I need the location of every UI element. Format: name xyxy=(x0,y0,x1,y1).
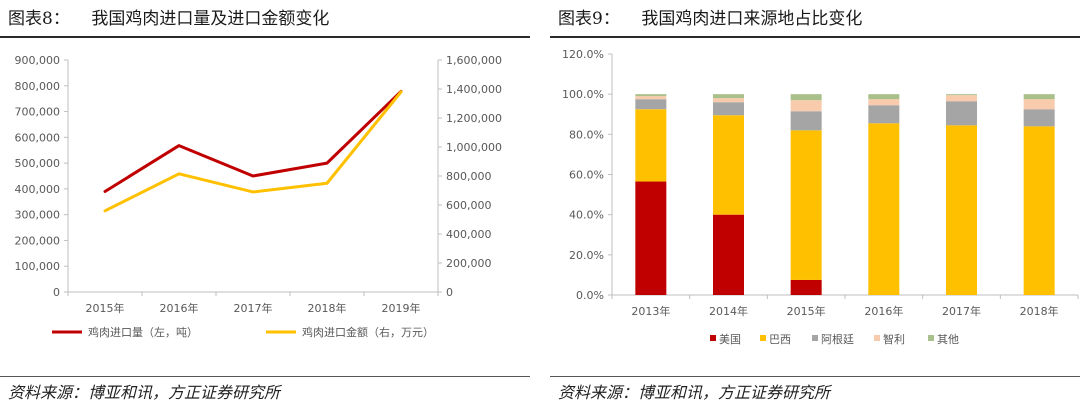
legend-swatch-1 xyxy=(710,335,716,341)
x-tick-label: 2013年 xyxy=(631,304,670,318)
y-left-tick-label: 700,000 xyxy=(15,106,61,119)
title-divider xyxy=(0,36,530,38)
y-tick-label: 0.0% xyxy=(576,289,604,302)
y-left-tick-label: 400,000 xyxy=(15,183,61,196)
bar-segment-5 xyxy=(635,94,667,97)
y-left-tick-label: 200,000 xyxy=(15,234,61,247)
figure-title: 图表9： 我国鸡肉进口来源地占比变化 xyxy=(558,9,863,29)
bar-segment-4 xyxy=(1023,99,1055,110)
x-tick-label: 2019年 xyxy=(382,301,421,315)
source-divider xyxy=(0,376,530,377)
x-tick-label: 2015年 xyxy=(787,304,826,318)
y-right-tick-label: 1,000,000 xyxy=(446,141,502,154)
y-right-tick-label: 400,000 xyxy=(446,228,492,241)
bar-segment-1 xyxy=(713,214,744,295)
legend-label-1: 美国 xyxy=(719,333,741,346)
legend-label-4: 智利 xyxy=(883,332,905,346)
bar-segment-4 xyxy=(868,99,900,106)
y-left-tick-label: 600,000 xyxy=(15,131,61,144)
bar-segment-5 xyxy=(713,94,744,99)
y-tick-label: 20.0% xyxy=(569,249,604,262)
bar-segment-2 xyxy=(946,125,977,295)
stacked-bar-chart: 0.0% 20.0% 40.0% 60.0% 80.0% 100.0% 120.0% 2013… xyxy=(562,48,1079,346)
y-left-tick-label: 300,000 xyxy=(15,209,61,222)
bar-segment-1 xyxy=(635,181,667,295)
bar-segment-3 xyxy=(946,101,977,126)
y-left-tick-label: 0 xyxy=(53,286,60,299)
bar-segment-4 xyxy=(713,98,744,103)
y-right-tick-label: 1,600,000 xyxy=(446,54,502,67)
chart-panel-import-volume: 图表8： 我国鸡肉进口量及进口金额变化 0 100,000 200,000 300,0… xyxy=(0,0,530,412)
y-left-tick-label: 100,000 xyxy=(15,260,61,273)
bar-segment-4 xyxy=(946,95,977,102)
bar-segment-1 xyxy=(790,279,822,295)
x-tick-label: 2015年 xyxy=(86,301,125,315)
legend-swatch-2 xyxy=(760,335,766,341)
x-tick-label: 2017年 xyxy=(942,304,981,318)
title-divider xyxy=(550,36,1080,38)
bar-segment-5 xyxy=(790,94,822,101)
x-tick-label: 2018年 xyxy=(308,301,347,315)
legend-label-5: 其他 xyxy=(937,333,959,346)
bar-segment-4 xyxy=(635,96,667,100)
bar-segment-2 xyxy=(868,123,900,295)
bar-segment-5 xyxy=(946,94,977,96)
legend-label-1: 鸡肉进口量（左，吨） xyxy=(88,325,198,339)
bar-segment-3 xyxy=(1023,109,1055,127)
x-tick-label: 2017年 xyxy=(234,301,273,315)
y-left-tick-label: 900,000 xyxy=(15,54,61,67)
figure-title: 图表8： 我国鸡肉进口量及进口金额变化 xyxy=(8,9,330,29)
y-right-tick-label: 600,000 xyxy=(446,199,492,212)
y-tick-label: 60.0% xyxy=(569,169,604,182)
y-right-tick-label: 200,000 xyxy=(446,257,492,270)
legend-label-2: 鸡肉进口金额（右，万元） xyxy=(302,325,434,339)
y-right-tick-label: 0 xyxy=(446,286,453,299)
y-left-tick-label: 500,000 xyxy=(15,157,61,170)
source-note: 资料来源：博亚和讯，方正证券研究所 xyxy=(8,383,281,402)
bar-segment-2 xyxy=(1023,126,1055,295)
y-right-tick-label: 1,200,000 xyxy=(446,112,502,125)
y-tick-label: 100.0% xyxy=(562,88,604,101)
x-tick-label: 2014年 xyxy=(709,304,748,318)
x-tick-label: 2016年 xyxy=(160,301,199,315)
bar-segment-3 xyxy=(868,105,900,124)
bar-segment-5 xyxy=(1023,94,1055,100)
x-tick-label: 2016年 xyxy=(864,304,903,318)
legend-label-2: 巴西 xyxy=(769,333,791,346)
series-line-1 xyxy=(103,89,403,193)
legend-swatch-3 xyxy=(812,335,818,341)
bar-segment-5 xyxy=(868,94,900,100)
y-right-tick-label: 1,400,000 xyxy=(446,83,502,96)
y-tick-label: 80.0% xyxy=(569,128,604,141)
legend-label-3: 阿根廷 xyxy=(821,332,854,346)
bar-segment-2 xyxy=(635,109,667,182)
line-chart: 0 100,000 200,000 300,000 400,000 500,000 600,… xyxy=(15,54,502,339)
source-divider xyxy=(550,376,1080,377)
bar-segment-2 xyxy=(713,115,744,215)
y-tick-label: 40.0% xyxy=(569,209,604,222)
source-note: 资料来源：博亚和讯，方正证券研究所 xyxy=(558,383,831,402)
bar-segment-3 xyxy=(635,99,667,110)
legend-swatch-4 xyxy=(874,335,880,341)
bar-segment-3 xyxy=(713,102,744,116)
series-line-2 xyxy=(103,90,403,213)
legend-swatch-5 xyxy=(928,335,934,341)
x-tick-label: 2018年 xyxy=(1020,304,1059,318)
y-left-tick-label: 800,000 xyxy=(15,80,61,93)
y-tick-label: 120.0% xyxy=(562,48,604,61)
y-right-tick-label: 800,000 xyxy=(446,170,492,183)
bar-segment-4 xyxy=(790,100,822,112)
bar-segment-3 xyxy=(790,111,822,131)
bar-segment-2 xyxy=(790,130,822,280)
chart-panel-import-sources: 图表9： 我国鸡肉进口来源地占比变化 0.0% 20.0% 40.0% 60.0% 80… xyxy=(550,0,1080,412)
